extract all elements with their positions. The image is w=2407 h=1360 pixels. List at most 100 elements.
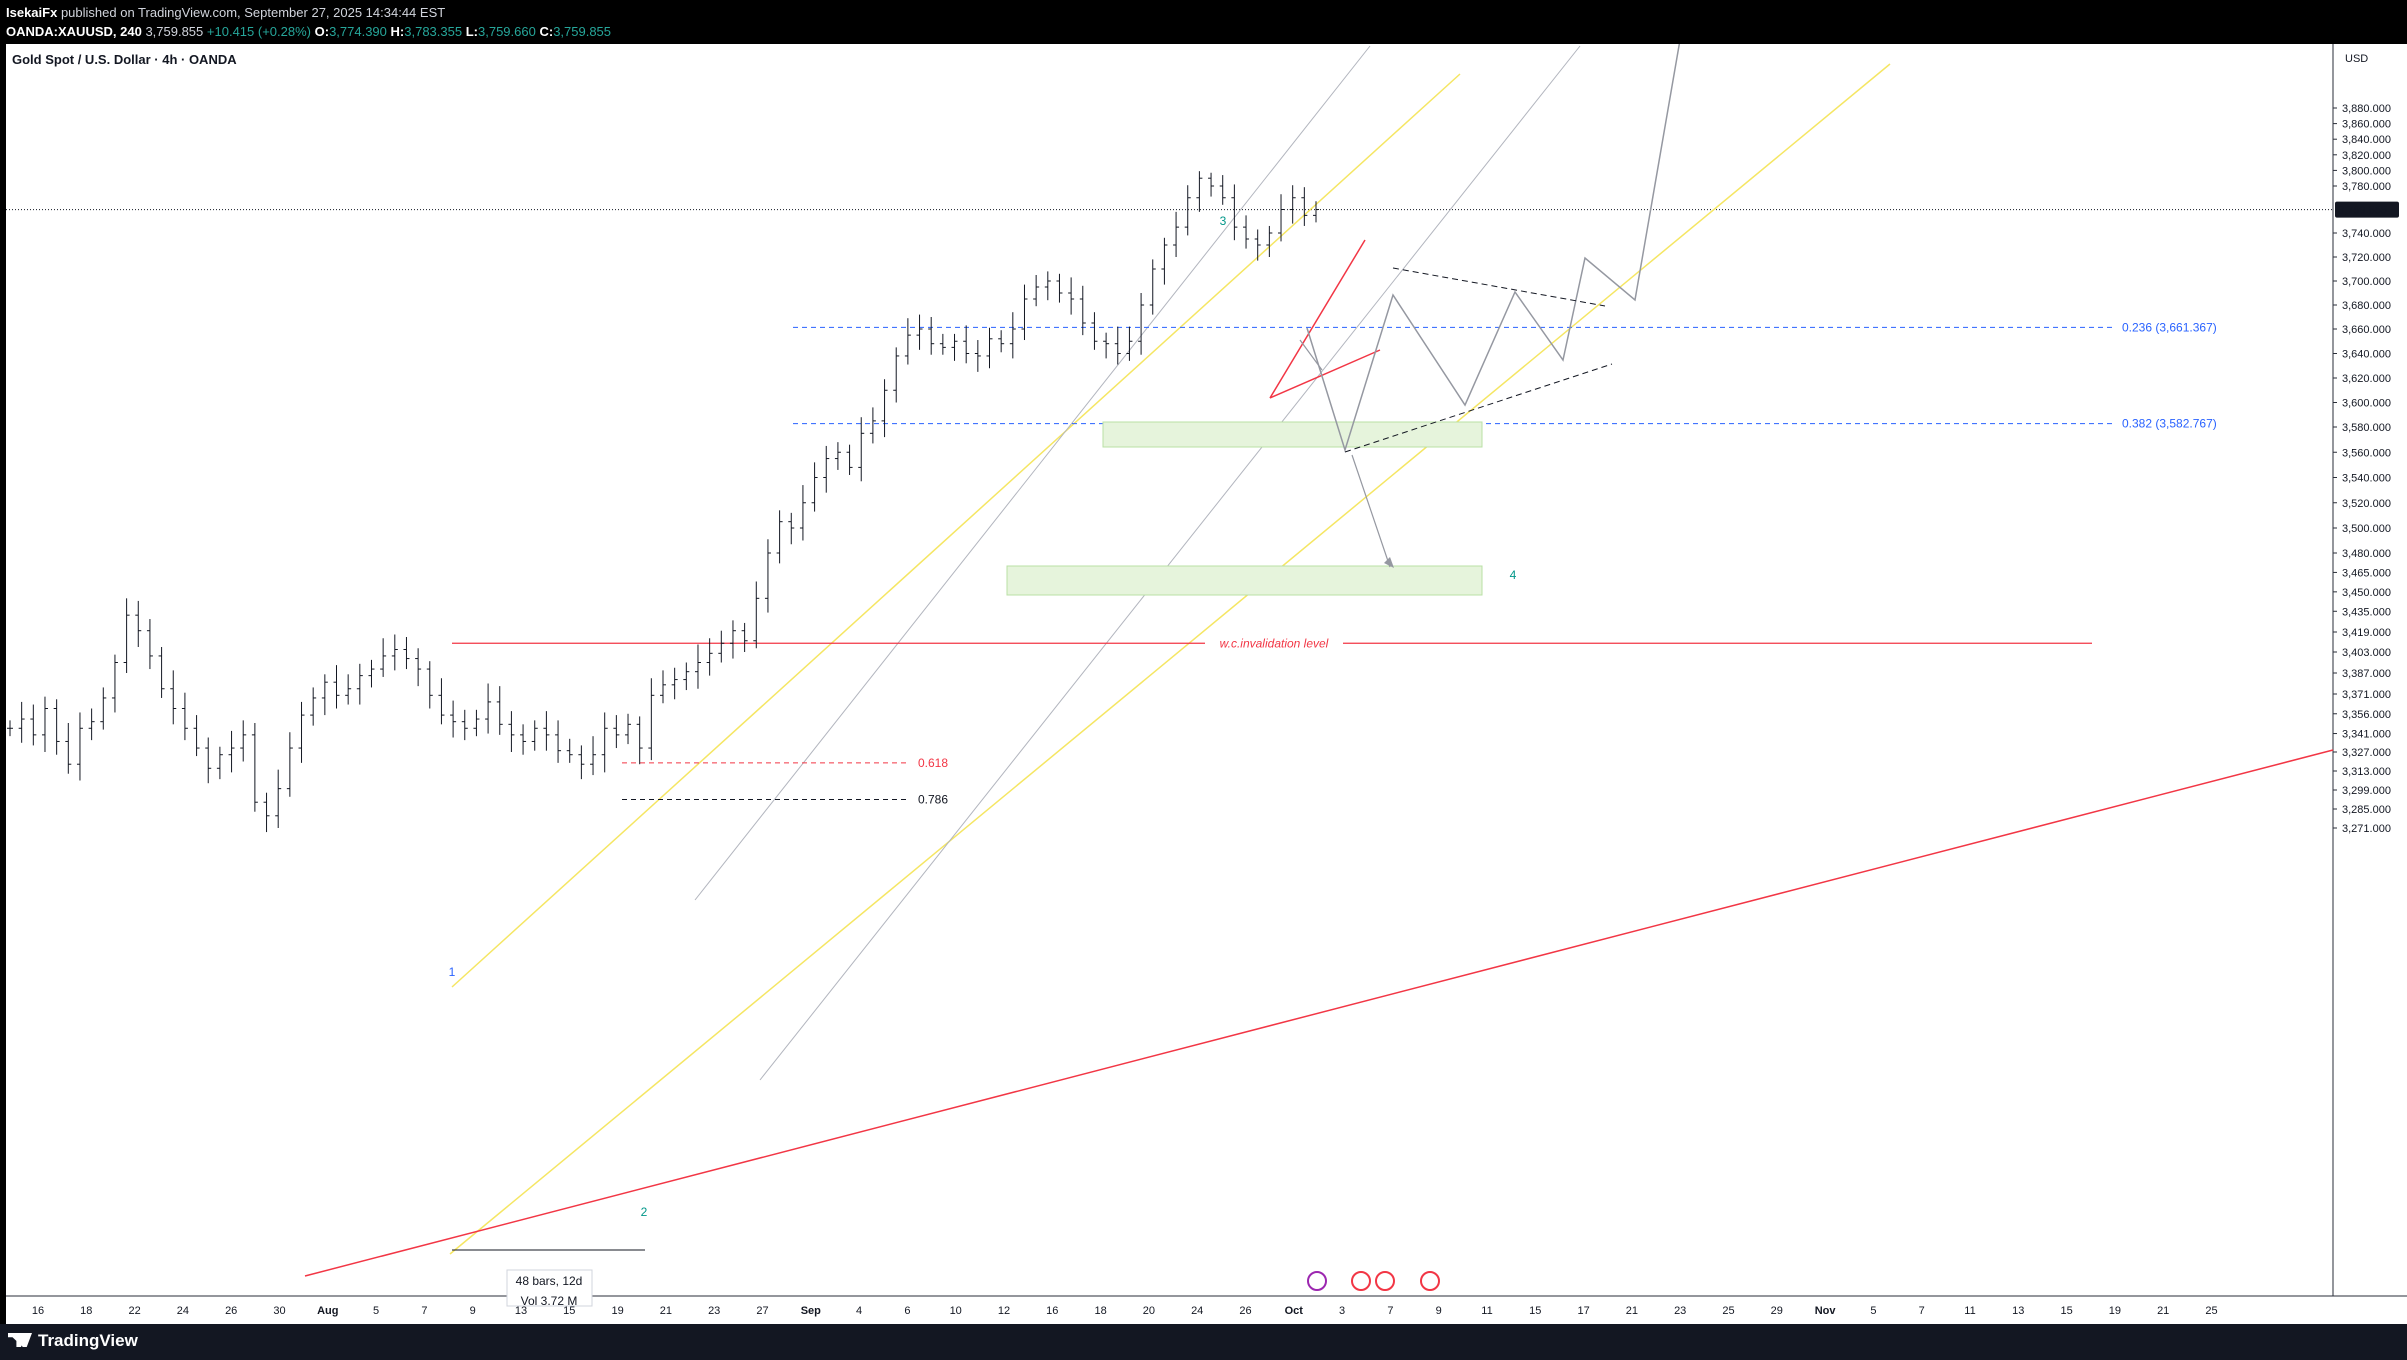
- price-tick-label: 3,800.000: [2342, 165, 2391, 177]
- price-tick-label: 3,700.000: [2342, 276, 2391, 288]
- event-icon[interactable]: [1420, 1271, 1440, 1291]
- event-icon[interactable]: [1307, 1271, 1327, 1291]
- channel-upper-yellow: [451, 73, 1461, 988]
- price-tick-label: 3,356.000: [2342, 709, 2391, 721]
- time-tick-label: 30: [273, 1305, 285, 1317]
- close-value: 3,759.855: [553, 24, 612, 39]
- invalidation-label-bg: [1205, 636, 1343, 651]
- time-tick-label: 16: [1046, 1305, 1058, 1317]
- measure-bars-label: 48 bars, 12d: [516, 1274, 583, 1288]
- left-edge-bar: [0, 44, 6, 1324]
- time-tick-label: 12: [998, 1305, 1010, 1317]
- price-tick-label: 3,540.000: [2342, 473, 2391, 485]
- time-tick-label: 19: [611, 1305, 623, 1317]
- price-tick-label: 3,371.000: [2342, 689, 2391, 701]
- low-label: L:: [465, 24, 478, 39]
- price-tick-label: 3,271.000: [2342, 823, 2391, 835]
- time-tick-label: 26: [225, 1305, 237, 1317]
- ohlc-line: OANDA:XAUUSD, 240 3,759.855 +10.415 (+0.…: [6, 24, 611, 39]
- time-tick-label: 15: [2060, 1305, 2072, 1317]
- time-tick-label: 17: [1577, 1305, 1589, 1317]
- wave-label: 1: [449, 965, 456, 979]
- time-tick-label: 23: [1674, 1305, 1686, 1317]
- triangle-upper-line: [1392, 267, 1606, 307]
- channel-mid-grey: [759, 45, 1581, 1081]
- publish-header: IsekaiFx published on TradingView.com, S…: [0, 0, 2407, 44]
- plot-area[interactable]: [6, 44, 2333, 1296]
- time-tick-label: 24: [177, 1305, 189, 1317]
- publisher-line: IsekaiFx published on TradingView.com, S…: [6, 5, 445, 20]
- price-tick-label: 3,341.000: [2342, 729, 2391, 741]
- time-tick-label: 7: [1387, 1305, 1393, 1317]
- price-tick-label: 3,403.000: [2342, 647, 2391, 659]
- price-tick-label: 3,860.000: [2342, 119, 2391, 131]
- publisher-name[interactable]: IsekaiFx: [6, 5, 58, 20]
- time-tick-label: 21: [2157, 1305, 2169, 1317]
- tradingview-logo-icon: [8, 1333, 32, 1347]
- price-tick-label: 3,820.000: [2342, 150, 2391, 162]
- price-tick-label: 3,620.000: [2342, 373, 2391, 385]
- demand-zone-upper: [1102, 421, 1483, 448]
- time-tick-label: 15: [1529, 1305, 1541, 1317]
- time-tick-label: 11: [1964, 1305, 1975, 1317]
- price-tick-label: 3,299.000: [2342, 785, 2391, 797]
- wedge-upper-line: [1269, 239, 1366, 399]
- tradingview-logo[interactable]: TradingView: [8, 1331, 138, 1351]
- price-tick-label: 3,580.000: [2342, 422, 2391, 434]
- time-tick-label: 25: [2205, 1305, 2217, 1317]
- wave-label: 3: [1220, 214, 1227, 228]
- time-tick-label: 5: [1870, 1305, 1876, 1317]
- current-price-tag: [2335, 201, 2399, 218]
- price-tick-label: 3,465.000: [2342, 567, 2391, 579]
- wave-label: 2: [641, 1205, 648, 1219]
- event-icon[interactable]: [1375, 1271, 1395, 1291]
- tradingview-brand: TradingView: [38, 1331, 138, 1350]
- channel-upper-grey: [694, 45, 1371, 901]
- price-tick-label: 3,780.000: [2342, 181, 2391, 193]
- time-tick-label: 26: [1239, 1305, 1251, 1317]
- triangle-lower-line: [1344, 363, 1613, 453]
- open-value: 3,774.390: [329, 24, 387, 39]
- time-tick-label: 22: [128, 1305, 140, 1317]
- time-tick-label: 9: [1436, 1305, 1442, 1317]
- time-tick-label: Oct: [1285, 1305, 1304, 1317]
- chart-title: Gold Spot / U.S. Dollar · 4h · OANDA: [12, 52, 237, 67]
- price-tick-label: 3,640.000: [2342, 349, 2391, 361]
- footer-bar: TradingView: [0, 1324, 2407, 1360]
- event-icon[interactable]: [1351, 1271, 1371, 1291]
- time-tick-label: 19: [2109, 1305, 2121, 1317]
- price-chart[interactable]: USD 3,880.000 3,860.000 3,840.000 3,820.000 3…: [0, 44, 2407, 1324]
- fib-level-label: 0.382 (3,582.767): [2122, 417, 2217, 431]
- time-tick-label: 11: [1481, 1305, 1492, 1317]
- projection-arrow-2: [1351, 454, 1391, 568]
- measure-vol-label: Vol 3.72 M: [521, 1294, 578, 1308]
- time-tick-label: 21: [660, 1305, 672, 1317]
- time-tick-label: 13: [2012, 1305, 2024, 1317]
- price-tick-label: 3,840.000: [2342, 134, 2391, 146]
- time-tick-label: 13: [515, 1305, 527, 1317]
- projected-path: [1306, 44, 1681, 453]
- time-tick-label: 20: [1143, 1305, 1155, 1317]
- price-tick-label: 3,680.000: [2342, 300, 2391, 312]
- support-trendline: [304, 749, 2334, 1277]
- price-tick-label: 3,285.000: [2342, 804, 2391, 816]
- currency-label: USD: [2345, 53, 2368, 65]
- time-tick-label: 18: [1094, 1305, 1106, 1317]
- open-label: O:: [314, 24, 330, 39]
- price-tick-label: 3,419.000: [2342, 627, 2391, 639]
- price-tick-label: 3,720.000: [2342, 252, 2391, 264]
- time-tick-label: 7: [1919, 1305, 1925, 1317]
- current-price-label: 3,759.855: [2338, 205, 2387, 217]
- time-tick-label: 29: [1771, 1305, 1783, 1317]
- time-tick-label: 7: [421, 1305, 427, 1317]
- price-tick-label: 3,387.000: [2342, 668, 2391, 680]
- wedge-lower-line: [1269, 349, 1381, 399]
- price-tick-label: 3,327.000: [2342, 747, 2391, 759]
- price-tick-label: 3,435.000: [2342, 606, 2391, 618]
- price-tick-label: 3,880.000: [2342, 103, 2391, 115]
- price-tick-label: 3,500.000: [2342, 523, 2391, 535]
- channel-lower-yellow: [449, 63, 1891, 1255]
- demand-zone-lower: [1006, 565, 1483, 596]
- price-tick-label: 3,560.000: [2342, 447, 2391, 459]
- time-tick-label: 21: [1626, 1305, 1638, 1317]
